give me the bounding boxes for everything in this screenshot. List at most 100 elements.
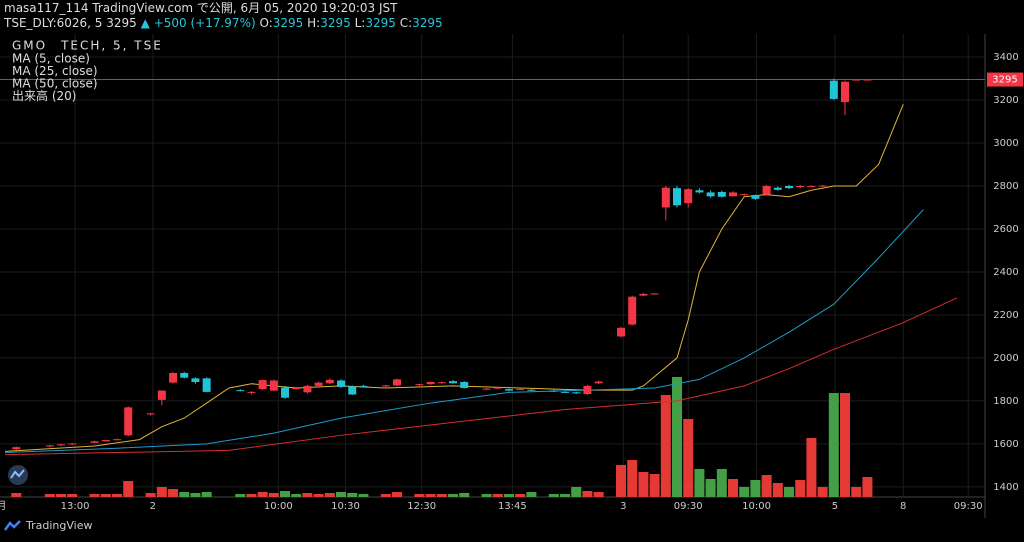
candle-body	[639, 293, 648, 296]
candle-body	[113, 439, 122, 441]
last-price-label: 3295	[992, 75, 1017, 86]
volume-bar	[817, 487, 828, 497]
volume-bar	[772, 483, 783, 497]
volume-bar	[750, 480, 761, 497]
candle-body	[561, 391, 570, 393]
volume-bar	[392, 492, 403, 497]
candle-body	[773, 187, 782, 190]
x-tick-label: 3	[620, 501, 626, 512]
volume-bar	[257, 492, 268, 497]
candle-body	[673, 188, 682, 206]
volume-bar	[627, 460, 638, 497]
ohlc-value: 3295	[412, 16, 443, 30]
candle-body	[258, 380, 267, 390]
volume-bar	[851, 487, 862, 497]
candle-body	[337, 380, 346, 387]
x-tick-label: 6月	[0, 500, 7, 512]
last-price-tag	[987, 72, 1023, 87]
x-tick-label: 09:30	[954, 501, 983, 512]
y-tick-label: 1600	[993, 439, 1018, 450]
symbol: TSE_DLY:6026, 5	[4, 16, 103, 30]
volume-bar	[560, 494, 571, 497]
volume-bar	[459, 493, 470, 497]
candle-body	[269, 380, 278, 391]
volume-bar	[840, 393, 851, 497]
legend-entry: 出来高 (20)	[12, 88, 76, 103]
volume-bar	[324, 493, 335, 497]
volume-bar	[380, 494, 391, 497]
volume-bar	[448, 494, 459, 497]
volume-bar	[481, 494, 492, 497]
volume-bar	[862, 477, 873, 497]
candle-body	[460, 382, 469, 389]
chart: 1400 1600 1800 2000 2200 2400 2600 2800 3000 3200…	[0, 34, 1023, 518]
volume-bar	[526, 492, 537, 497]
last: 3295	[106, 16, 137, 30]
x-tick-label: 10:00	[742, 501, 771, 512]
candle-body	[348, 386, 357, 395]
x-tick-label: 13:00	[61, 501, 90, 512]
volume-bar	[649, 474, 660, 497]
volume-bar	[515, 494, 526, 497]
volume-bar	[705, 479, 716, 497]
legend-entry: MA (5, close)	[12, 52, 90, 66]
candle-body	[695, 190, 704, 193]
x-tick-label: 10:30	[331, 501, 360, 512]
candle-body	[68, 443, 77, 445]
volume-bar	[694, 469, 705, 497]
volume-bar	[201, 492, 212, 497]
volume-bar	[313, 494, 324, 497]
x-tick-label: 09:30	[674, 501, 703, 512]
volume-bar	[492, 494, 503, 497]
ohlc-label: H:	[307, 16, 321, 30]
candle-body	[583, 385, 592, 395]
legend-entry: MA (50, close)	[12, 77, 98, 91]
candle-body	[124, 407, 133, 436]
ohlc-value: 3295	[365, 16, 396, 30]
candle-body	[594, 381, 603, 384]
volume-bar	[582, 491, 593, 497]
volume-bar	[672, 377, 683, 497]
x-tick-label: 2	[150, 501, 156, 512]
brand: TradingView	[26, 519, 93, 532]
ohlc-label: C:	[399, 16, 413, 30]
candle-body	[146, 413, 155, 415]
candle-body	[650, 293, 659, 295]
y-tick-label: 1800	[993, 396, 1018, 407]
volume-bar	[347, 493, 358, 497]
y-tick-label: 2600	[993, 224, 1018, 235]
volume-bar	[56, 494, 67, 497]
candle-body	[516, 389, 525, 391]
ohlc-value: 3295	[320, 16, 351, 30]
candle-body	[426, 382, 435, 385]
candle-body	[762, 185, 771, 195]
volume-bar	[190, 493, 201, 497]
volume-bar	[168, 489, 179, 497]
volume-bar	[784, 487, 795, 497]
volume-bar	[571, 487, 582, 497]
volume-bar	[100, 494, 111, 497]
header-line1: masa117_114 TradingView.com で公開, 6月 05, …	[4, 1, 398, 15]
candle-body	[549, 390, 558, 392]
volume-bar	[828, 393, 839, 497]
footer: TradingView	[4, 519, 92, 532]
candle-body	[292, 388, 301, 390]
volume-bar	[123, 481, 134, 497]
y-tick-label: 1400	[993, 482, 1018, 493]
x-tick-label: 5	[832, 501, 838, 512]
candle-body	[191, 378, 200, 383]
y-tick-label: 2400	[993, 267, 1018, 278]
volume-bar	[302, 493, 313, 497]
candle-body	[807, 185, 816, 187]
volume-bar	[336, 492, 347, 497]
candle-body	[57, 444, 66, 446]
candle-body	[852, 79, 861, 81]
brand-logo	[4, 519, 21, 531]
candle-body	[381, 385, 390, 387]
volume-bar	[112, 494, 123, 497]
volume-bar	[11, 493, 22, 497]
volume-bar	[246, 494, 257, 497]
volume-bar	[358, 494, 369, 497]
volume-bar	[795, 480, 806, 497]
